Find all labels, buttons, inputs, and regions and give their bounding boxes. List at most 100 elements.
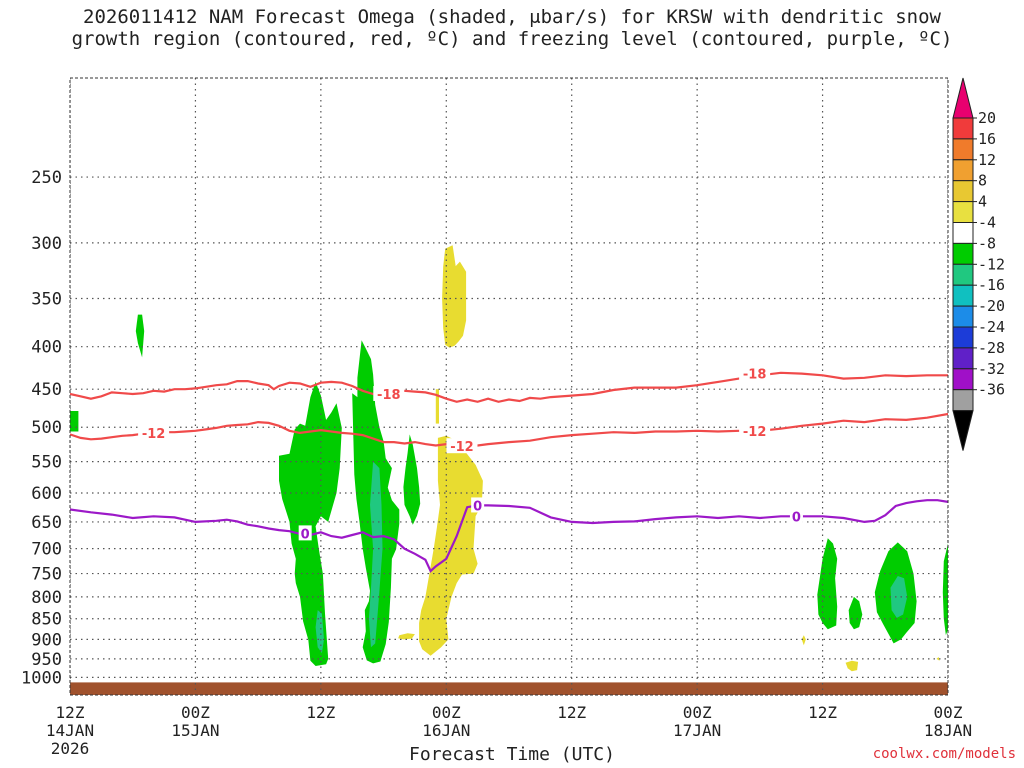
colorbar-segment-2 <box>952 138 974 161</box>
contour-label-dgz-minus18-1: -18 <box>743 368 767 383</box>
omega-region-green-band-2-right <box>403 434 421 525</box>
colorbar-label-5: -4 <box>978 214 996 232</box>
contour-dgz-minus12 <box>70 412 948 449</box>
y-tick-label-750: 750 <box>31 565 62 585</box>
plot-area <box>70 78 948 695</box>
omega-region-green-late-4 <box>942 543 948 636</box>
terrain-fill <box>70 682 948 695</box>
colorbar-label-8: -16 <box>978 276 1005 294</box>
colorbar-label-13: -36 <box>978 381 1005 399</box>
colorbar-segment-5 <box>952 201 974 224</box>
omega-region-teal-core-band-2 <box>368 461 383 648</box>
contour-label-bg-freezing-level-0 <box>298 525 312 541</box>
colorbar-label-6: -8 <box>978 234 996 252</box>
contour-label-dgz-minus12-0: -12 <box>142 427 166 442</box>
omega-region-teal-late-3 <box>890 576 908 618</box>
chart-title: 2026011412 NAM Forecast Omega (shaded, μ… <box>0 6 1024 50</box>
x-tick-label-24: 12Z <box>306 703 335 722</box>
contour-label-bg-dgz-minus12-0 <box>138 424 170 440</box>
y-tick-label-500: 500 <box>31 418 62 438</box>
x-tick-label-84: 00Z <box>934 703 963 722</box>
contour-label-freezing-level-2: 0 <box>792 510 801 525</box>
colorbar-top-arrow <box>952 77 974 119</box>
colorbar-label-11: -28 <box>978 339 1005 357</box>
colorbar-segment-4 <box>952 180 974 203</box>
y-tick-label-800: 800 <box>31 588 62 608</box>
site-credit: coolwx.com/models <box>872 746 1016 762</box>
colorbar-label-3: 8 <box>978 172 987 190</box>
y-tick-label-450: 450 <box>31 380 62 400</box>
x-tick-label-72: 12Z <box>808 703 837 722</box>
x-axis-title: Forecast Time (UTC) <box>409 744 615 765</box>
x-tick-date-12: 15JAN <box>171 721 219 740</box>
colorbar-segment-12 <box>952 347 974 370</box>
colorbar-bottom-arrow <box>952 410 974 451</box>
omega-region-green-blob-early <box>70 411 79 432</box>
contour-freezing-level <box>70 499 948 573</box>
x-tick-year-0: 2026 <box>51 739 90 758</box>
colorbar-segment-14 <box>952 389 974 412</box>
chart-title-line-2: growth region (contoured, red, ºC) and f… <box>71 28 953 50</box>
contour-label-bg-dgz-minus18-0 <box>373 385 405 401</box>
omega-region-green-band-1 <box>279 381 342 666</box>
contour-label-dgz-minus12-1: -12 <box>450 440 474 455</box>
colorbar-label-10: -24 <box>978 318 1005 336</box>
omega-region-yellow-small-3 <box>845 660 859 672</box>
x-tick-label-0: 12Z <box>56 703 85 722</box>
y-tick-label-550: 550 <box>31 453 62 473</box>
omega-region-yellow-small-4 <box>936 657 940 661</box>
x-tick-date-84: 18JAN <box>924 721 972 740</box>
colorbar-segment-6 <box>952 222 974 244</box>
omega-region-teal-core-band-1 <box>315 610 324 654</box>
colorbar-label-7: -12 <box>978 255 1005 273</box>
colorbar-label-9: -20 <box>978 297 1005 315</box>
colorbar-label-12: -32 <box>978 360 1005 378</box>
contour-label-bg-freezing-level-2 <box>789 508 803 524</box>
y-tick-label-850: 850 <box>31 610 62 630</box>
colorbar-segment-7 <box>952 242 974 265</box>
x-tick-label-60: 00Z <box>683 703 712 722</box>
y-tick-label-1000: 1000 <box>21 668 62 688</box>
x-tick-date-36: 16JAN <box>422 721 470 740</box>
x-tick-label-12: 00Z <box>181 703 210 722</box>
colorbar-segment-9 <box>952 284 974 307</box>
contour-label-dgz-minus18-0: -18 <box>377 388 401 403</box>
contour-label-dgz-minus12-2: -12 <box>743 425 767 440</box>
x-tick-label-36: 00Z <box>432 703 461 722</box>
y-tick-label-300: 300 <box>31 234 62 254</box>
omega-region-yellow-main <box>419 435 483 656</box>
contour-label-bg-dgz-minus18-1 <box>739 365 771 381</box>
contour-label-bg-freezing-level-1 <box>471 497 485 513</box>
contour-label-freezing-level-1: 0 <box>473 499 482 514</box>
colorbar-segment-3 <box>952 159 974 182</box>
contour-label-freezing-level-0: 0 <box>301 527 310 542</box>
colorbar-segment-10 <box>952 305 974 328</box>
y-tick-label-250: 250 <box>31 168 62 188</box>
omega-region-yellow-upper <box>442 245 467 348</box>
y-tick-label-950: 950 <box>31 650 62 670</box>
y-tick-label-600: 600 <box>31 484 62 504</box>
chart-title-line-1: 2026011412 NAM Forecast Omega (shaded, μ… <box>83 6 941 28</box>
y-tick-label-350: 350 <box>31 289 62 309</box>
contour-label-bg-dgz-minus12-1 <box>446 438 478 454</box>
omega-region-yellow-small-1 <box>398 633 415 640</box>
omega-region-yellow-small-2 <box>801 635 806 646</box>
contour-dgz-minus18 <box>70 371 948 403</box>
contour-label-bg-dgz-minus12-2 <box>739 422 771 438</box>
y-tick-label-900: 900 <box>31 630 62 650</box>
colorbar-label-2: 12 <box>978 151 996 169</box>
y-tick-label-400: 400 <box>31 338 62 358</box>
colorbar-label-0: 20 <box>978 109 996 127</box>
colorbar-label-4: 4 <box>978 193 987 211</box>
omega-region-green-late-2 <box>848 596 863 630</box>
plot-frame <box>69 77 949 696</box>
omega-region-yellow-thin <box>435 389 439 424</box>
plot-content: -18 -18 -12 -12 -12 0 0 0 <box>70 78 948 695</box>
y-tick-label-650: 650 <box>31 513 62 533</box>
colorbar-label-1: 16 <box>978 130 996 148</box>
x-tick-label-48: 12Z <box>557 703 586 722</box>
colorbar-segment-8 <box>952 263 974 286</box>
y-tick-label-700: 700 <box>31 540 62 560</box>
colorbar-segment-13 <box>952 368 974 391</box>
